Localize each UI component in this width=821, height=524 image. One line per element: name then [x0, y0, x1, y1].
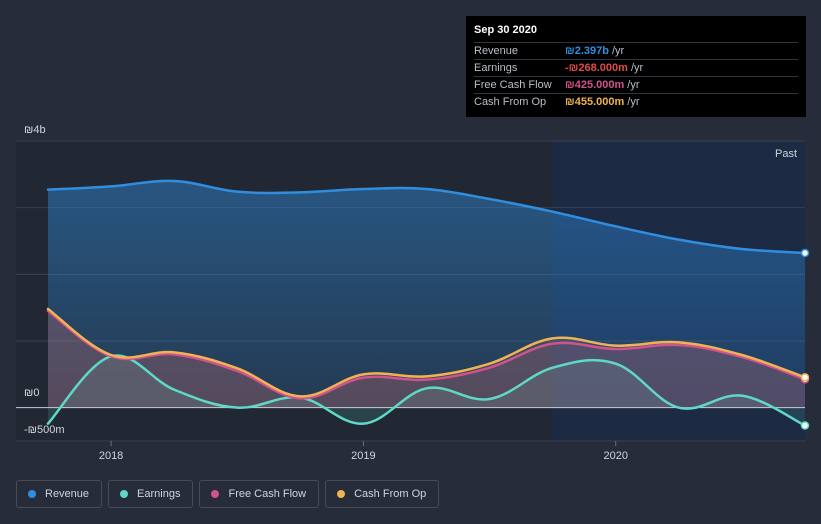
cash-from-op-line — [46, 307, 807, 398]
legend-item-earnings[interactable]: Earnings — [108, 480, 194, 508]
revenue-area — [48, 180, 805, 408]
series-areas — [48, 180, 805, 426]
free-cash-flow-line — [46, 309, 807, 400]
free-cash-flow-area — [48, 311, 805, 408]
tooltip-label: Revenue — [474, 45, 519, 57]
legend-item-revenue[interactable]: Revenue — [16, 480, 103, 508]
cash-from-op-area — [48, 309, 805, 408]
legend-label: Revenue — [45, 488, 90, 500]
tooltip-label: Free Cash Flow — [474, 79, 552, 91]
legend-item-free-cash-flow[interactable]: Free Cash Flow — [199, 480, 320, 508]
y-tick-label-0: ₪0 — [24, 387, 39, 399]
earnings-end-marker — [800, 421, 810, 430]
legend: Revenue Earnings Free Cash Flow Cash Fro… — [16, 480, 440, 508]
x-tick-label: 2018 — [99, 450, 123, 462]
tooltip-value: ₪425.000m — [565, 79, 625, 91]
revenue-line — [46, 179, 807, 255]
earnings-area — [48, 355, 805, 426]
legend-label: Cash From Op — [354, 488, 427, 500]
revenue-dot-icon — [28, 490, 36, 498]
series-end-markers — [800, 248, 810, 430]
earnings-dot-icon — [120, 490, 129, 498]
tooltip-row-earnings: Earnings -₪268.000m /yr — [474, 59, 798, 76]
tooltip-unit: /yr — [630, 62, 644, 74]
tooltip-value: ₪2.397b — [565, 45, 609, 57]
tooltip-row-revenue: Revenue ₪2.397b /yr — [474, 42, 798, 59]
series-lines — [46, 179, 807, 427]
tooltip-unit: /yr — [627, 79, 640, 91]
tooltip-value: ₪455.000m — [565, 96, 625, 108]
tooltip-unit: /yr — [627, 96, 640, 108]
earnings-line — [46, 354, 807, 427]
free-cash-flow-dot-icon — [211, 490, 220, 498]
x-tick-label: 2019 — [351, 450, 375, 462]
x-tick-label: 2020 — [604, 450, 628, 462]
tooltip: Sep 30 2020 Revenue ₪2.397b /yr Earnings… — [466, 16, 806, 117]
y-tick-label-neg500m: -₪500m — [24, 424, 65, 436]
tooltip-value: -₪268.000m — [565, 62, 628, 74]
tooltip-row-free-cash-flow: Free Cash Flow ₪425.000m /yr — [474, 76, 798, 93]
cash-from-op-dot-icon — [337, 490, 346, 498]
y-tick-label-4b: ₪4b — [24, 124, 46, 136]
chart: ₪4b ₪0 -₪500m Past 2018 2019 2020 — [16, 124, 810, 462]
tooltip-label: Earnings — [474, 62, 518, 74]
x-axis: 2018 2019 2020 — [16, 440, 805, 462]
tooltip-row-cash-from-op: Cash From Op ₪455.000m /yr — [474, 93, 798, 110]
past-label: Past — [775, 148, 797, 160]
legend-label: Earnings — [137, 488, 181, 500]
tooltip-label: Cash From Op — [474, 96, 547, 108]
tooltip-unit: /yr — [611, 45, 625, 57]
legend-label: Free Cash Flow — [228, 488, 307, 500]
legend-item-cash-from-op[interactable]: Cash From Op — [325, 480, 440, 508]
revenue-end-marker — [800, 248, 810, 258]
cash-from-op-end-marker — [800, 373, 810, 382]
tooltip-date: Sep 30 2020 — [474, 24, 537, 36]
